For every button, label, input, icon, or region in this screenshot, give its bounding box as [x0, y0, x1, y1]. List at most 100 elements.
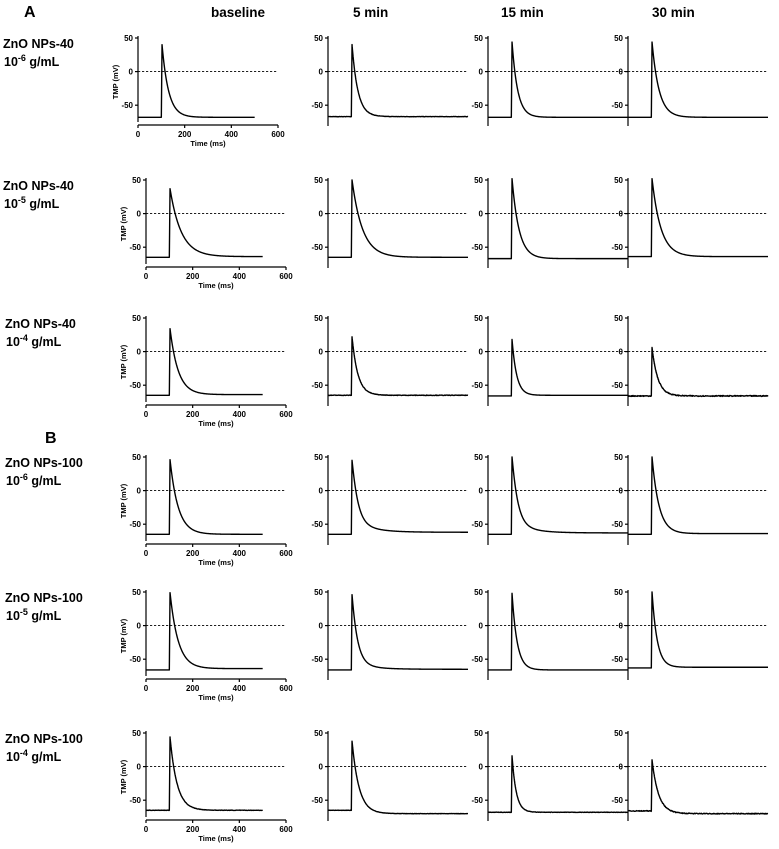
y-tick-label--50: -50: [311, 101, 323, 110]
x-tick-label-400: 400: [225, 130, 239, 139]
action-potential-trace: [327, 43, 469, 118]
y-tick-label--50: -50: [471, 655, 483, 664]
y-tick-label-0: 0: [129, 68, 134, 77]
y-tick-label-50: 50: [614, 176, 623, 185]
subplot-r2-c0: -50 0 50 0 200 400 600 Time (ms) TMP (mV): [119, 314, 293, 428]
subplot-r4-c2: -50 0 50: [471, 588, 629, 680]
y-tick-label-50: 50: [124, 34, 133, 43]
action-potential-trace: [327, 336, 469, 397]
x-tick-label-600: 600: [279, 684, 293, 693]
y-tick-label-0: 0: [137, 487, 142, 496]
action-potential-trace: [145, 736, 263, 812]
x-tick-label-400: 400: [233, 410, 247, 419]
column-header-2: 15 min: [501, 5, 544, 20]
x-tick-label-600: 600: [279, 549, 293, 558]
y-tick-label-0: 0: [619, 622, 624, 631]
y-tick-label-0: 0: [479, 622, 484, 631]
y-tick-label-0: 0: [479, 210, 484, 219]
x-tick-label-600: 600: [279, 410, 293, 419]
x-tick-label-0: 0: [144, 272, 149, 281]
action-potential-trace: [145, 458, 263, 535]
subplot-r2-c1: -50 0 50: [311, 314, 469, 406]
y-tick-label--50: -50: [311, 655, 323, 664]
y-tick-label--50: -50: [611, 520, 623, 529]
panel-letter-B: B: [45, 430, 57, 447]
x-tick-label-200: 200: [186, 272, 200, 281]
y-tick-label-50: 50: [474, 34, 483, 43]
x-tick-label-400: 400: [233, 549, 247, 558]
y-tick-label--50: -50: [471, 101, 483, 110]
y-tick-label--50: -50: [311, 796, 323, 805]
y-tick-label-0: 0: [619, 68, 624, 77]
row-label-0-name: ZnO NPs-40: [3, 37, 74, 51]
x-tick-label-600: 600: [279, 272, 293, 281]
action-potential-trace: [327, 740, 469, 815]
row-label-1-name: ZnO NPs-40: [3, 179, 74, 193]
subplot-r5-c2: -50 0 50: [471, 729, 629, 821]
action-potential-trace: [145, 328, 263, 396]
x-tick-label-400: 400: [233, 825, 247, 834]
y-tick-label-50: 50: [314, 588, 323, 597]
subplot-r5-c0: -50 0 50 0 200 400 600 Time (ms) TMP (mV): [119, 729, 293, 843]
subplot-r4-c3: -50 0 50: [611, 588, 769, 680]
y-tick-label-0: 0: [319, 487, 324, 496]
y-tick-label-50: 50: [474, 453, 483, 462]
x-tick-label-0: 0: [144, 825, 149, 834]
row-label-2-conc: 10-4 g/mL: [6, 333, 62, 349]
y-tick-label-50: 50: [132, 453, 141, 462]
action-potential-trace: [627, 41, 769, 118]
y-tick-label-0: 0: [319, 68, 324, 77]
row-label-0-conc: 10-6 g/mL: [4, 53, 60, 69]
x-tick-label-0: 0: [144, 684, 149, 693]
subplot-r4-c1: -50 0 50: [311, 588, 469, 680]
action-potential-trace: [487, 592, 629, 671]
y-axis-label: TMP (mV): [119, 206, 128, 241]
y-tick-label-50: 50: [614, 314, 623, 323]
y-tick-label--50: -50: [129, 796, 141, 805]
x-axis-label: Time (ms): [198, 834, 234, 843]
y-tick-label--50: -50: [611, 101, 623, 110]
y-axis-label: TMP (mV): [119, 618, 128, 653]
y-tick-label--50: -50: [311, 520, 323, 529]
x-tick-label-0: 0: [144, 410, 149, 419]
y-tick-label--50: -50: [129, 655, 141, 664]
y-tick-label--50: -50: [611, 381, 623, 390]
row-label-4-name: ZnO NPs-100: [5, 591, 83, 605]
subplot-r1-c2: -50 0 50: [471, 176, 629, 268]
y-tick-label-0: 0: [319, 763, 324, 772]
subplot-r3-c2: -50 0 50: [471, 453, 629, 545]
subplot-r2-c3: -50 0 50: [611, 314, 769, 406]
row-label-1-conc: 10-5 g/mL: [4, 195, 60, 211]
y-tick-label-0: 0: [137, 210, 142, 219]
y-tick-label--50: -50: [611, 243, 623, 252]
subplot-r0-c3: -50 0 50: [611, 34, 769, 126]
subplot-r1-c1: -50 0 50: [311, 176, 469, 268]
x-tick-label-600: 600: [279, 825, 293, 834]
action-potential-trace: [327, 459, 469, 535]
y-tick-label-50: 50: [614, 453, 623, 462]
y-tick-label-0: 0: [479, 68, 484, 77]
subplot-r0-c0: -50 0 50 0 200 400 600 Time (ms) TMP (mV): [111, 34, 285, 148]
y-axis-label: TMP (mV): [119, 483, 128, 518]
x-tick-label-200: 200: [186, 549, 200, 558]
row-label-3-name: ZnO NPs-100: [5, 456, 83, 470]
y-tick-label-50: 50: [474, 314, 483, 323]
subplot-r5-c3: -50 0 50: [611, 729, 769, 821]
x-axis-label: Time (ms): [198, 419, 234, 428]
x-tick-label-200: 200: [186, 410, 200, 419]
row-label-3-conc: 10-6 g/mL: [6, 472, 62, 488]
y-tick-label-0: 0: [619, 763, 624, 772]
y-tick-label-50: 50: [314, 34, 323, 43]
subplot-r1-c0: -50 0 50 0 200 400 600 Time (ms) TMP (mV): [119, 176, 293, 290]
y-tick-label-0: 0: [137, 763, 142, 772]
y-tick-label-50: 50: [474, 729, 483, 738]
action-potential-trace: [145, 188, 263, 258]
column-header-0: baseline: [211, 5, 266, 20]
y-tick-label--50: -50: [471, 520, 483, 529]
y-tick-label-50: 50: [314, 176, 323, 185]
y-axis-label: TMP (mV): [111, 64, 120, 99]
y-tick-label--50: -50: [129, 243, 141, 252]
x-axis-label: Time (ms): [198, 281, 234, 290]
y-tick-label-50: 50: [614, 588, 623, 597]
action-potential-trace: [487, 456, 629, 535]
